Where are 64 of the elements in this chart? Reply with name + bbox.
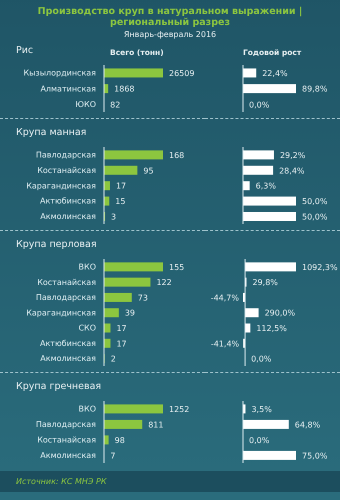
- y-tick-label: Кызылординская: [23, 68, 96, 78]
- y-tick-label: Акмолинская: [40, 212, 96, 222]
- data-label: 0,0%: [249, 100, 270, 110]
- data-label: 64,8%: [294, 420, 321, 430]
- y-tick-label: Костанайская: [37, 166, 96, 175]
- chart-title: Крупа перловая: [16, 239, 97, 250]
- y-tick-label: Павлодарская: [36, 420, 96, 430]
- data-label: 17: [116, 339, 127, 348]
- data-label: 95: [143, 166, 154, 176]
- data-label: 811: [148, 420, 164, 430]
- y-tick-label: ВКО: [78, 262, 96, 272]
- data-label: 3,5%: [251, 404, 272, 414]
- data-label: 122: [156, 278, 172, 288]
- data-label: 73: [138, 293, 148, 302]
- data-label: 50,0%: [302, 197, 328, 206]
- data-label: 112,5%: [256, 324, 288, 334]
- data-label: 7: [110, 451, 116, 460]
- data-label: 1868: [114, 84, 135, 94]
- data-label: 0,0%: [251, 354, 272, 364]
- data-label: 17: [116, 324, 127, 334]
- data-label: 29,8%: [252, 278, 278, 288]
- data-label: 1252: [169, 404, 190, 414]
- y-tick-label: Карагандинская: [26, 308, 96, 318]
- data-label: 155: [169, 262, 184, 272]
- y-tick-label: Костанайская: [37, 278, 96, 287]
- data-label: 17: [116, 182, 126, 191]
- data-label: 82: [110, 100, 120, 110]
- y-tick-label: Карагандинская: [26, 181, 96, 190]
- data-label: 3: [111, 212, 116, 222]
- data-label: 98: [114, 436, 125, 445]
- y-tick-label: СКО: [78, 324, 96, 333]
- y-tick-label: Костанайская: [37, 436, 96, 445]
- data-label: 2: [110, 354, 116, 364]
- y-tick-label: Акмолинская: [40, 354, 96, 364]
- y-tick-label: ВКО: [78, 404, 96, 414]
- text: Производство круп в натуральном выражении | региональный разрез: [36, 6, 304, 28]
- y-tick-label: Актюбинская: [40, 196, 96, 206]
- data-label: 290,0%: [264, 308, 296, 318]
- data-label: 39: [124, 308, 136, 318]
- data-label: 89,8%: [302, 84, 328, 94]
- data-label: 29,2%: [280, 150, 306, 160]
- data-label: -41,4%: [210, 339, 240, 348]
- chart-title: Крупа манная: [16, 127, 86, 138]
- data-label: 168: [169, 150, 184, 160]
- y-tick-label: ЮКО: [75, 100, 96, 110]
- data-label: -44,7%: [210, 293, 240, 302]
- chart-title: Крупа гречневая: [16, 381, 102, 392]
- data-label: 15: [115, 197, 126, 206]
- y-tick-label: Алматинская: [40, 84, 96, 94]
- y-tick-label: Акмолинская: [40, 451, 96, 460]
- y-tick-label: Павлодарская: [36, 293, 96, 302]
- data-label: 28,4%: [279, 166, 305, 176]
- data-label: 1092,3%: [302, 262, 338, 272]
- y-tick-label: Актюбинская: [40, 338, 96, 348]
- text: Источник: КС МНЭ РК: [0, 471, 340, 492]
- data-label: 50,0%: [302, 212, 328, 222]
- text: Рис: [16, 45, 34, 56]
- data-label: 75,0%: [302, 451, 328, 460]
- text: Январь-февраль 2016: [122, 30, 218, 39]
- data-label: 0,0%: [249, 436, 270, 445]
- data-label: 6,3%: [256, 182, 276, 191]
- y-tick-label: Павлодарская: [36, 150, 96, 160]
- data-label: 26509: [169, 68, 194, 78]
- data-label: 22,4%: [262, 68, 288, 78]
